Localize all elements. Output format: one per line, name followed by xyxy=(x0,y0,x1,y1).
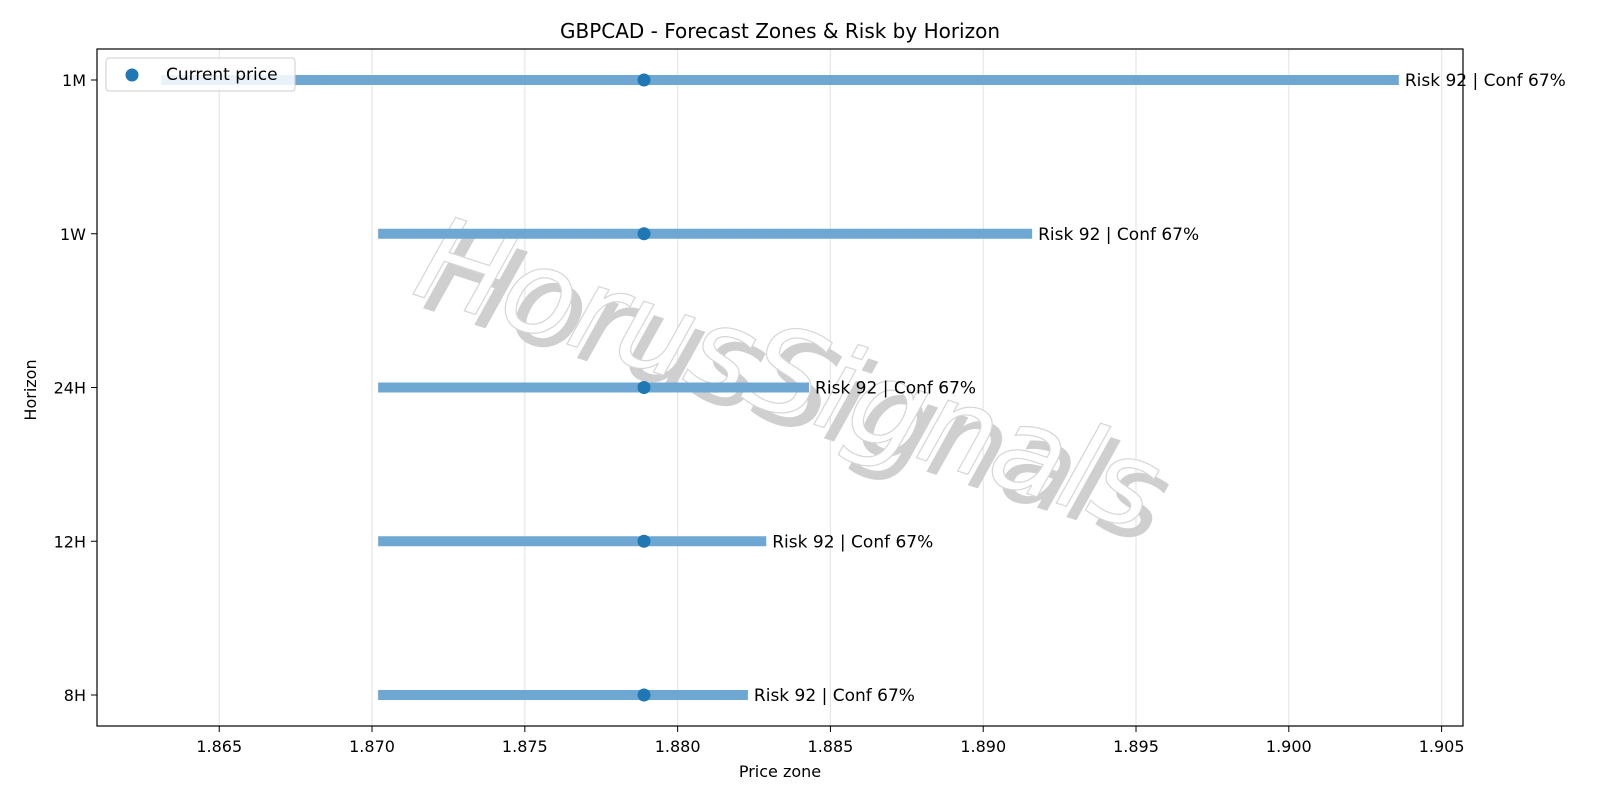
y-tick-label: 1W xyxy=(60,225,86,244)
x-axis: 1.865 1.870 1.875 1.880 1.885 1.890 1.895 1.900… xyxy=(196,726,1465,756)
y-tick-label: 1M xyxy=(62,71,86,90)
y-axis: 8H 12H 24H 1W 1M xyxy=(54,71,97,705)
y-tick-label: 12H xyxy=(54,532,86,551)
x-tick-label: 1.900 xyxy=(1266,737,1312,756)
risk-annotation: Risk 92 | Conf 67% xyxy=(815,379,976,399)
y-axis-label: Horizon xyxy=(21,359,40,420)
current-price-point xyxy=(637,227,651,241)
chart-title: GBPCAD - Forecast Zones & Risk by Horizo… xyxy=(560,19,1000,43)
watermark-layer: HorusSignals HorusSignals xyxy=(401,188,1186,572)
x-tick-label: 1.880 xyxy=(655,737,701,756)
current-price-point xyxy=(637,73,651,87)
legend-label-current-price: Current price xyxy=(166,65,278,85)
legend-marker-current-price xyxy=(125,68,139,82)
current-price-point xyxy=(637,381,651,394)
data-layer: Risk 92 | Conf 67% Risk 92 | Conf 67% Risk… xyxy=(161,71,1566,706)
x-tick-label: 1.885 xyxy=(808,737,854,756)
grid-layer xyxy=(218,49,1443,726)
legend: Current price xyxy=(105,57,296,92)
x-tick-label: 1.895 xyxy=(1113,737,1159,756)
x-tick-label: 1.890 xyxy=(960,737,1006,756)
y-tick-label: 8H xyxy=(64,686,86,705)
x-tick-label: 1.870 xyxy=(349,737,395,756)
x-tick-label: 1.875 xyxy=(502,737,548,756)
current-price-point xyxy=(637,534,651,548)
current-price-point xyxy=(637,688,651,702)
risk-annotation: Risk 92 | Conf 67% xyxy=(772,532,933,552)
risk-annotation: Risk 92 | Conf 67% xyxy=(1038,225,1199,245)
risk-annotation: Risk 92 | Conf 67% xyxy=(1405,71,1566,91)
x-tick-label: 1.905 xyxy=(1419,737,1465,756)
risk-annotation: Risk 92 | Conf 67% xyxy=(754,686,915,706)
x-axis-label: Price zone xyxy=(739,762,821,781)
x-tick-label: 1.865 xyxy=(196,737,242,756)
y-tick-label: 24H xyxy=(54,379,86,398)
legend-box xyxy=(105,57,296,92)
